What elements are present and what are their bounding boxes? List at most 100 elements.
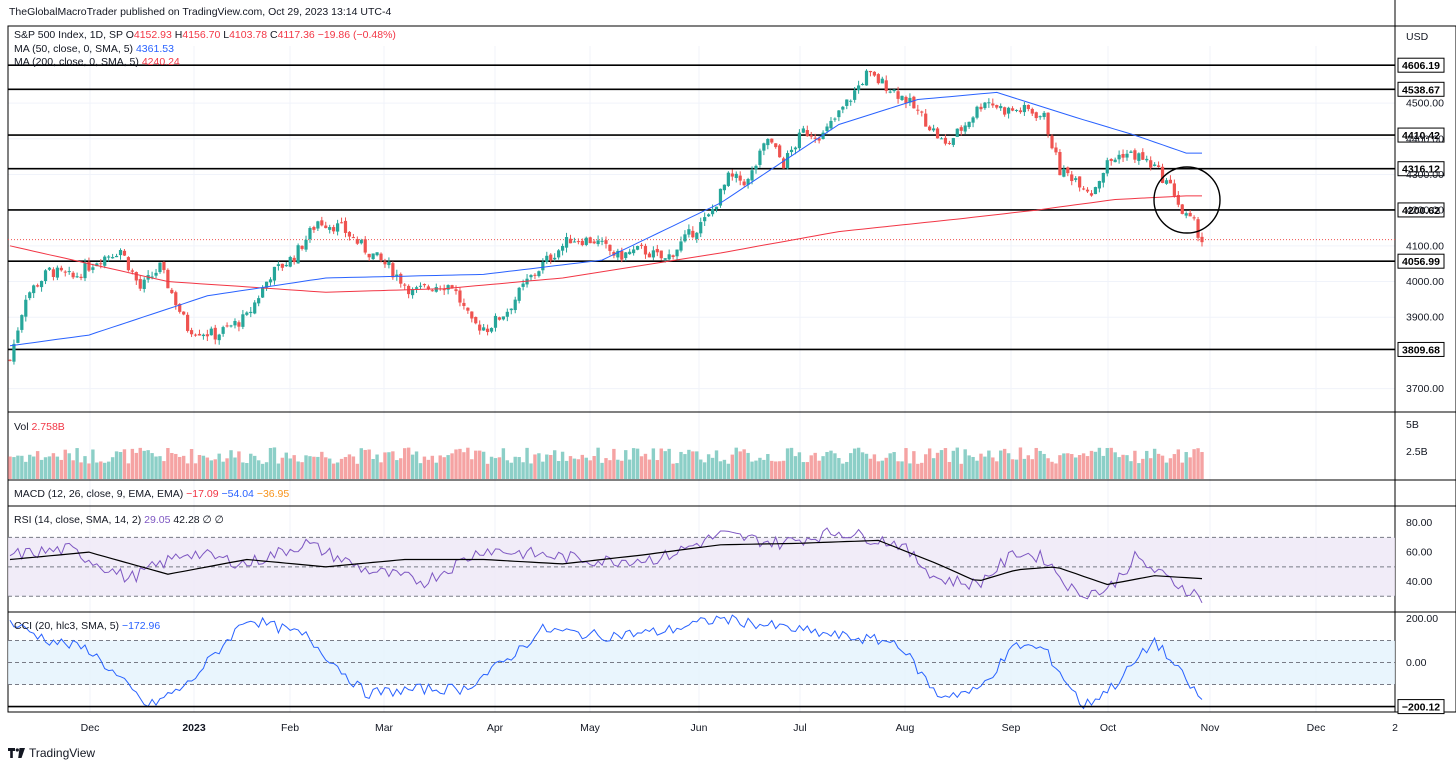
volume-bar [1062, 453, 1066, 479]
ohlc-h-label: H [174, 29, 183, 41]
candle-body [679, 241, 683, 251]
volume-bar [742, 449, 746, 479]
candle-body [1038, 116, 1042, 118]
candle-body [1109, 159, 1113, 161]
candle-body [75, 276, 79, 278]
cci-legend[interactable]: CCI (20, hlc3, SMA, 5) −172.96 [14, 620, 160, 633]
candle-body [1117, 154, 1121, 160]
candle-body [489, 327, 494, 332]
candle-body [1125, 153, 1129, 158]
candle-body [793, 147, 798, 150]
volume-bar [825, 451, 829, 479]
candle-body [939, 138, 944, 140]
candle-body [797, 132, 802, 149]
candle-body [249, 311, 253, 314]
candle-body [762, 143, 766, 151]
candle-body [272, 266, 277, 281]
symbol-legend: S&P 500 Index, 1D, SP O4152.93 H4156.70 … [14, 29, 396, 42]
candle-body [932, 128, 936, 131]
candle-body [695, 232, 699, 239]
volume-bar [691, 451, 695, 479]
level-label-box [1397, 57, 1445, 73]
candle-body [1145, 158, 1149, 161]
candle-body [63, 271, 67, 273]
macd-hist: −36.95 [256, 488, 290, 500]
volume-bar [87, 463, 91, 479]
macd-legend[interactable]: MACD (12, 26, close, 9, EMA, EMA) −17.09… [14, 488, 289, 501]
candle-body [683, 234, 687, 242]
volume-bar [726, 463, 731, 479]
candle-body [122, 250, 127, 256]
volume-bar [197, 454, 202, 479]
candle-body [351, 237, 355, 239]
ohlc-o-label: O [125, 29, 134, 41]
candle-body [16, 330, 20, 343]
candle-body [280, 263, 284, 268]
cci-level-label: −200.12 [1402, 702, 1440, 714]
volume-bar [841, 463, 845, 479]
candle-body [849, 100, 853, 102]
candle-body [442, 288, 446, 291]
volume-bar [312, 456, 316, 479]
volume-bar [454, 449, 458, 479]
volume-bar [458, 448, 462, 479]
level-label-box [1397, 81, 1445, 97]
candle-body [892, 89, 896, 92]
rsi-pane [8, 527, 1395, 604]
volume-legend[interactable]: Vol 2.758B [14, 421, 65, 434]
candle-body [580, 240, 584, 246]
candle-body [533, 274, 537, 276]
candle-body [726, 172, 730, 186]
candle-body [845, 99, 849, 106]
volume-bar [335, 462, 340, 479]
ma50-legend[interactable]: MA (50, close, 0, SMA, 5) 4361.53 [14, 43, 174, 56]
volume-bar [260, 463, 265, 479]
candle-body [833, 118, 837, 120]
candle-body [699, 222, 703, 234]
candle-body [28, 292, 32, 299]
candle-body [316, 221, 320, 229]
x-tick-label: Dec [1307, 722, 1326, 734]
rsi-signal-line [9, 539, 1203, 586]
volume-bar [387, 452, 391, 479]
candle-body [1085, 189, 1090, 192]
candle-body [703, 217, 707, 222]
rsi-line [9, 527, 1203, 604]
candle-body [241, 314, 245, 327]
volume-bar [178, 456, 182, 479]
tradingview-credit[interactable]: TradingView [8, 746, 95, 760]
candle-body [296, 245, 300, 264]
candle-body [193, 334, 198, 336]
rsi-legend[interactable]: RSI (14, close, SMA, 14, 2) 29.05 42.28 … [14, 514, 224, 527]
volume-bar [927, 448, 932, 479]
candle-body [568, 238, 573, 244]
candle-body [880, 78, 884, 84]
volume-bar [146, 450, 150, 479]
candle-body [150, 276, 154, 278]
volume-bar [699, 459, 703, 479]
x-tick-label: 2023 [182, 722, 206, 734]
volume-bar [612, 448, 616, 479]
volume-bar [430, 455, 435, 479]
volume-bar [1117, 457, 1121, 479]
candle-body [1137, 153, 1141, 161]
candle-body [584, 237, 588, 245]
volume-bar [856, 447, 861, 479]
volume-bar [813, 452, 817, 479]
candle-body [1014, 109, 1019, 111]
volume-bar [608, 460, 612, 479]
candle-body [884, 80, 888, 91]
y-tick-label: 4200.00 [1406, 205, 1444, 217]
volume-bar [55, 456, 60, 479]
ma200-legend[interactable]: MA (200, close, 0, SMA, 5) 4240.24 [14, 56, 180, 69]
volume-bar [91, 449, 95, 479]
volume-bar [1109, 447, 1113, 479]
candle-body [391, 263, 395, 278]
candle-body [1153, 164, 1157, 166]
x-tick-label: Feb [281, 722, 299, 734]
candle-body [635, 246, 640, 250]
volume-bar [450, 453, 454, 479]
y-tick-label: 4300.00 [1406, 169, 1444, 181]
volume-bar [655, 460, 660, 479]
